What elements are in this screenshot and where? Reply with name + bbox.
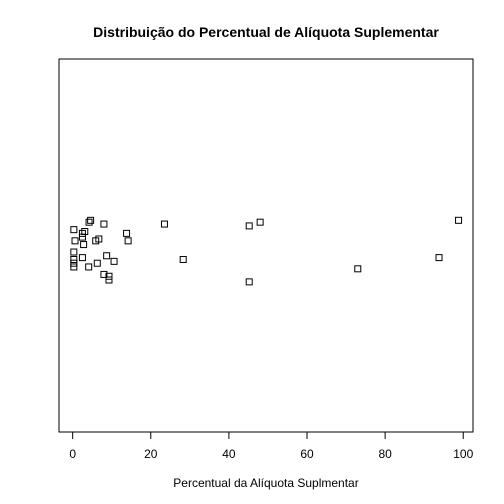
chart-title: Distribuição do Percentual de Alíquota S… bbox=[93, 24, 439, 40]
data-point bbox=[70, 259, 78, 267]
data-point bbox=[455, 216, 463, 224]
data-point bbox=[70, 263, 78, 271]
x-tick-label: 80 bbox=[378, 447, 392, 461]
data-point bbox=[85, 263, 93, 271]
x-tick-label: 60 bbox=[300, 447, 314, 461]
data-point bbox=[100, 270, 108, 278]
data-point bbox=[105, 272, 113, 280]
data-point bbox=[70, 248, 78, 256]
data-point bbox=[87, 216, 95, 224]
data-point bbox=[105, 276, 113, 284]
data-point bbox=[123, 229, 131, 237]
data-point bbox=[71, 237, 79, 245]
x-axis-label: Percentual da Alíquota Suplmentar bbox=[173, 476, 358, 490]
data-point bbox=[179, 255, 187, 263]
data-point bbox=[81, 228, 89, 236]
data-point bbox=[70, 255, 78, 263]
data-point bbox=[435, 254, 443, 262]
x-tick-label: 0 bbox=[69, 447, 76, 461]
data-point bbox=[245, 278, 253, 286]
data-point bbox=[95, 235, 103, 243]
data-point bbox=[78, 229, 86, 237]
data-points bbox=[70, 216, 463, 286]
data-point bbox=[78, 254, 86, 262]
data-point bbox=[100, 220, 108, 228]
data-point bbox=[245, 222, 253, 230]
data-point bbox=[85, 218, 93, 226]
x-tick-label: 40 bbox=[222, 447, 236, 461]
data-point bbox=[70, 226, 78, 234]
data-point bbox=[256, 218, 264, 226]
x-tick-label: 100 bbox=[453, 447, 473, 461]
plot-frame bbox=[58, 58, 474, 433]
data-point bbox=[103, 252, 111, 260]
data-point bbox=[93, 259, 101, 267]
x-axis-ticks: 0 20 40 60 80 100 bbox=[69, 432, 474, 461]
data-point bbox=[110, 257, 118, 265]
data-point bbox=[354, 265, 362, 273]
data-point bbox=[160, 220, 168, 228]
data-point bbox=[80, 241, 88, 249]
data-point bbox=[124, 237, 132, 245]
x-tick-label: 20 bbox=[144, 447, 158, 461]
